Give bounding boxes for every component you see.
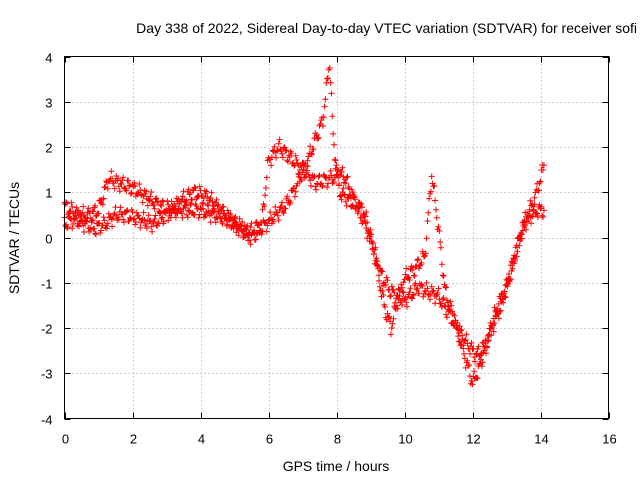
data-point-group bbox=[136, 209, 156, 235]
data-point-group bbox=[435, 285, 455, 327]
data-point-group bbox=[353, 199, 373, 242]
data-point-group bbox=[469, 363, 482, 388]
series-1 bbox=[61, 64, 547, 388]
data-point-group bbox=[143, 188, 162, 215]
x-tick-label: 6 bbox=[266, 432, 273, 447]
data-point-group bbox=[129, 179, 149, 206]
data-point-group bbox=[299, 159, 319, 190]
data-point-group bbox=[523, 201, 540, 227]
data-point-group bbox=[503, 244, 519, 290]
y-tick-label: -2 bbox=[41, 322, 53, 337]
data-point-group bbox=[197, 200, 217, 226]
data-point-group bbox=[81, 215, 98, 235]
data-point-group bbox=[272, 199, 288, 224]
data-point bbox=[540, 162, 547, 169]
x-tick-label: 8 bbox=[334, 432, 341, 447]
x-tick-label: 2 bbox=[130, 432, 137, 447]
y-tick-label: 4 bbox=[45, 51, 52, 66]
data-point-group bbox=[306, 114, 325, 158]
grid-lines bbox=[64, 56, 609, 419]
y-axis-label: SDTVAR / TECUs bbox=[6, 182, 22, 294]
data-point-group bbox=[534, 201, 546, 221]
y-tick-label: 2 bbox=[45, 141, 52, 156]
data-point-group bbox=[177, 186, 196, 213]
data-point-group bbox=[92, 214, 108, 238]
data-point-group bbox=[449, 312, 468, 349]
data-point-group bbox=[183, 200, 203, 221]
data-point-group bbox=[245, 219, 264, 244]
data-point-group bbox=[258, 157, 271, 226]
y-tick-label: -1 bbox=[41, 277, 53, 292]
y-tick-label: -4 bbox=[41, 413, 53, 428]
data-point-group bbox=[105, 168, 122, 192]
data-point-group bbox=[367, 226, 383, 279]
x-tick-label: 10 bbox=[398, 432, 412, 447]
data-point-group bbox=[313, 171, 332, 193]
y-tick-label: 1 bbox=[45, 186, 52, 201]
x-tick-label: 0 bbox=[62, 432, 69, 447]
data-point-group bbox=[401, 280, 421, 310]
data-point-group bbox=[231, 215, 251, 241]
chart-title: Day 338 of 2022, Sidereal Day-to-day VTE… bbox=[136, 20, 637, 36]
data-point-group bbox=[377, 267, 393, 300]
data-point-group bbox=[265, 143, 281, 169]
data-point-group bbox=[115, 174, 135, 197]
plot-frame bbox=[64, 56, 609, 419]
x-axis-label: GPS time / hours bbox=[283, 458, 390, 474]
data-point-group bbox=[493, 282, 509, 317]
data-point-group bbox=[401, 263, 417, 283]
data-point-group bbox=[428, 173, 441, 233]
data-point-group bbox=[319, 66, 332, 129]
data-point-group bbox=[381, 301, 393, 325]
y-tick-label: 0 bbox=[45, 232, 52, 247]
data-point-group bbox=[415, 279, 431, 300]
x-tick-label: 12 bbox=[466, 432, 480, 447]
data-point-group bbox=[149, 208, 169, 229]
data-point-group bbox=[326, 64, 336, 120]
data-point-group bbox=[282, 185, 298, 212]
data-point bbox=[540, 207, 547, 214]
data-point-group bbox=[326, 164, 346, 187]
y-axis-ticks: -4 -3 -2 -1 0 1 2 3 4 bbox=[41, 51, 609, 428]
x-tick-label: 14 bbox=[534, 432, 548, 447]
data-point-group bbox=[394, 279, 407, 312]
data-points bbox=[61, 64, 547, 388]
data-point-group bbox=[190, 183, 210, 206]
data-point-group bbox=[112, 204, 128, 226]
series-2 bbox=[61, 136, 547, 365]
data-point-group bbox=[204, 189, 223, 220]
data-point-group bbox=[122, 206, 142, 228]
data-point-group bbox=[513, 219, 529, 249]
data-point-group bbox=[275, 136, 291, 165]
data-point-group bbox=[421, 188, 434, 259]
x-tick-label: 4 bbox=[198, 432, 205, 447]
x-axis-ticks: 0 2 4 6 8 10 12 14 16 bbox=[62, 56, 617, 447]
data-point-group bbox=[462, 331, 478, 365]
x-tick-label: 16 bbox=[602, 432, 616, 447]
data-point-group bbox=[285, 148, 305, 178]
data-point-group bbox=[292, 153, 312, 195]
y-tick-label: 3 bbox=[45, 96, 52, 111]
data-point-group bbox=[435, 223, 448, 288]
y-tick-label: -3 bbox=[41, 367, 53, 382]
data-point-group bbox=[425, 283, 441, 307]
data-point-group bbox=[387, 283, 407, 308]
data-point-group bbox=[483, 304, 499, 357]
data-point-group bbox=[102, 210, 118, 232]
data-point-group bbox=[71, 209, 87, 235]
data-point-group bbox=[462, 357, 475, 387]
data-point-group bbox=[163, 195, 183, 224]
